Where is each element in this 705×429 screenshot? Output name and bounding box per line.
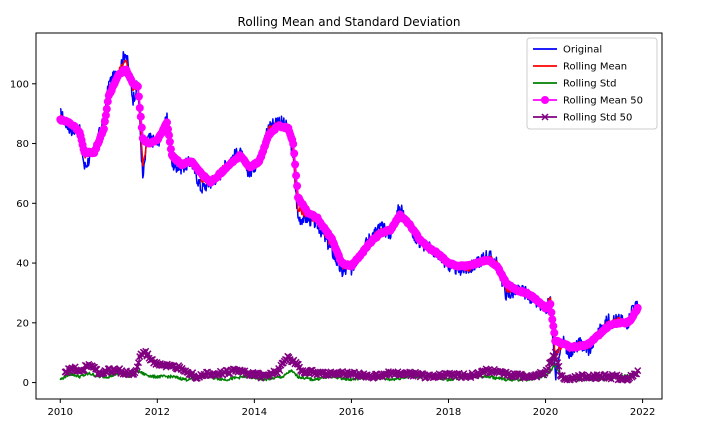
data-point <box>634 367 642 375</box>
y-tick-label: 40 <box>16 259 29 270</box>
y-tick-label: 80 <box>16 139 29 150</box>
x-tick-label: 2020 <box>533 407 558 418</box>
chart-title: Rolling Mean and Standard Deviation <box>238 15 461 29</box>
data-point <box>544 364 552 373</box>
data-point <box>99 125 108 133</box>
legend-item: Rolling Mean <box>533 62 627 73</box>
data-point <box>555 362 563 370</box>
data-point <box>291 160 300 169</box>
data-point <box>166 145 175 154</box>
data-point <box>293 182 302 190</box>
data-point <box>164 125 172 134</box>
y-tick-label: 100 <box>10 79 29 90</box>
data-point <box>289 140 298 148</box>
data-point <box>550 328 559 337</box>
y-tick-label: 0 <box>23 378 29 389</box>
y-tick-label: 20 <box>16 318 29 329</box>
legend-label: Rolling Mean <box>563 62 627 73</box>
data-point <box>101 111 110 120</box>
data-point <box>134 359 143 367</box>
data-point <box>133 363 141 371</box>
legend-item: Rolling Mean 50 <box>533 96 643 107</box>
data-point <box>548 315 557 324</box>
data-point <box>135 103 144 112</box>
data-point <box>102 105 111 113</box>
legend-label: Rolling Mean 50 <box>563 96 643 107</box>
legend-item: Original <box>533 45 602 56</box>
data-point <box>133 82 142 91</box>
legend-item: Rolling Std 50 <box>533 113 632 124</box>
series-rolling-mean-50 <box>56 65 642 352</box>
x-tick-label: 2014 <box>242 407 267 418</box>
legend-marker <box>541 113 549 121</box>
data-point <box>165 137 174 146</box>
data-point <box>548 358 556 366</box>
legend: Original Rolling Mean Rolling Std Rolling M… <box>526 37 658 130</box>
data-point <box>103 97 112 106</box>
data-point <box>136 112 145 121</box>
data-point <box>547 308 556 317</box>
x-tick-label: 2018 <box>436 407 461 418</box>
data-point <box>549 322 558 331</box>
y-axis: 0 20 40 60 80 100 <box>10 79 36 389</box>
x-tick-label: 2012 <box>145 407 170 418</box>
legend-label: Original <box>563 45 602 56</box>
data-point <box>163 118 171 127</box>
data-point <box>290 149 299 158</box>
data-point <box>292 171 301 180</box>
data-point <box>546 300 555 308</box>
data-point <box>134 92 143 101</box>
legend-marker <box>541 96 549 104</box>
x-axis: 2010 2012 2014 2016 2018 2020 2022 <box>48 399 655 418</box>
legend-item: Rolling Std <box>533 79 616 90</box>
x-tick-label: 2016 <box>339 407 364 418</box>
y-tick-label: 60 <box>16 199 29 210</box>
x-tick-label: 2010 <box>48 407 73 418</box>
series-rolling-std-50 <box>61 347 642 384</box>
legend-label: Rolling Std 50 <box>563 113 632 124</box>
data-point <box>633 303 642 312</box>
data-point <box>165 131 173 140</box>
plot-frame <box>35 32 663 400</box>
data-point <box>551 348 559 356</box>
data-point <box>276 366 284 375</box>
x-tick-label: 2022 <box>630 407 655 418</box>
data-point <box>100 117 109 126</box>
series-layer <box>56 51 642 384</box>
data-point <box>137 123 146 132</box>
legend-box <box>526 37 658 130</box>
legend-label: Rolling Std <box>563 79 616 90</box>
